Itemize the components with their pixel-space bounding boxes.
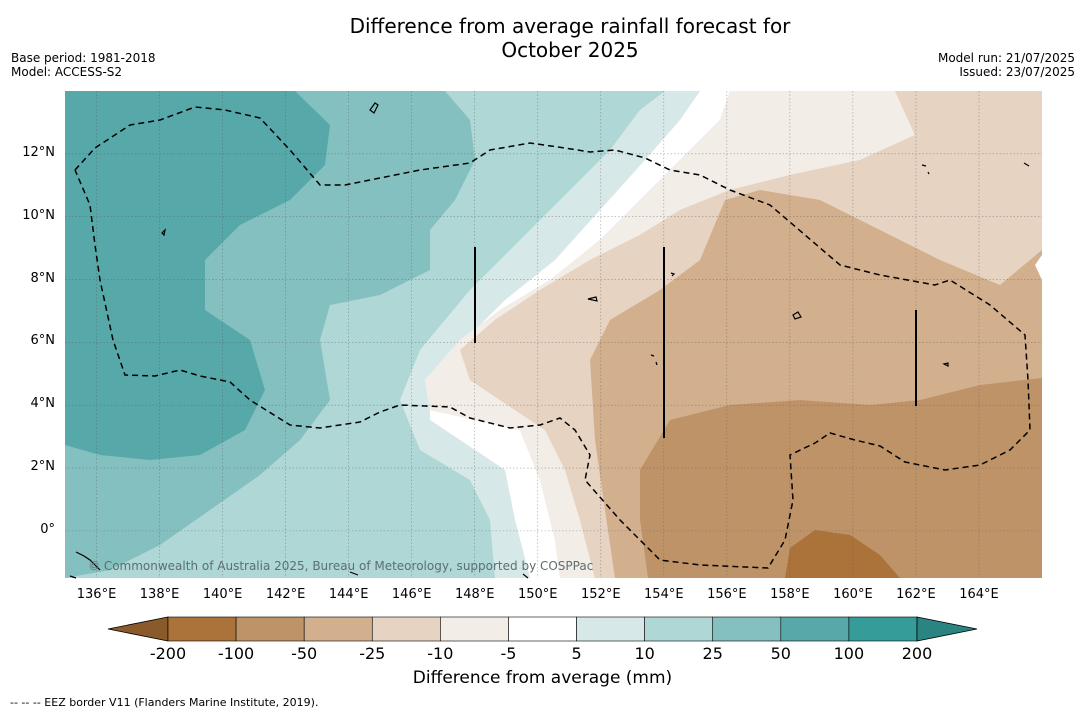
rainfall-contours [65, 91, 1042, 578]
colorbar [107, 616, 978, 642]
x-tick-label: 156°E [707, 587, 747, 602]
island-yap [369, 102, 379, 114]
map-title: Difference from average rainfall forecas… [270, 14, 870, 62]
colorbar-tick-label: 10 [634, 644, 655, 663]
x-tick-label: 148°E [454, 587, 495, 602]
contour-dry-5 [425, 91, 915, 578]
eez-border [74, 106, 1031, 569]
y-tick-label: 0° [40, 521, 55, 537]
x-tick-label: 136°E [76, 587, 117, 602]
colorbar-tick-label: -25 [359, 644, 386, 663]
colorbar-swatch [440, 616, 509, 642]
colorbar-swatch [508, 616, 577, 642]
colorbar-extend-high [916, 616, 978, 642]
island-small-3 [1023, 162, 1030, 167]
colorbar-swatch [371, 616, 441, 642]
x-tick-label: 146°E [391, 587, 432, 602]
island-chuuk [587, 296, 598, 302]
island-pohnpei [792, 311, 802, 320]
x-tick-label: 152°E [581, 587, 621, 602]
y-tick-label: 2°N [30, 459, 56, 475]
base-period: Base period: 1981-2018 [11, 51, 156, 65]
colorbar-tick-label: 25 [702, 644, 723, 663]
colorbar-tick-label: 50 [770, 644, 791, 663]
title-line-2: October 2025 [501, 38, 639, 62]
y-tick-label: 6°N [30, 333, 56, 349]
y-tick-label: 12°N [22, 144, 55, 160]
x-tick-label: 140°E [202, 587, 243, 602]
meta-right: Model run: 21/07/2025 Issued: 23/07/2025 [938, 51, 1075, 79]
colorbar-tick-label: 200 [901, 644, 933, 663]
x-tick-label: 160°E [833, 587, 873, 602]
colorbar-tick-label: -100 [217, 644, 255, 663]
model-name: Model: ACCESS-S2 [11, 65, 123, 79]
colorbar-swatch [644, 616, 714, 642]
island-small-1 [670, 272, 676, 277]
contour-wet-100 [65, 91, 330, 460]
x-tick-label: 164°E [959, 587, 999, 602]
x-tick-label: 150°E [517, 587, 558, 602]
y-tick-label: 8°N [30, 270, 56, 286]
x-tick-label: 162°E [896, 587, 936, 602]
colorbar-tick-label: -200 [149, 644, 187, 663]
colorbar-tick-label: 100 [833, 644, 865, 663]
colorbar-swatch [235, 616, 305, 642]
contour-dry-10-east [1035, 255, 1042, 280]
colorbar-title: Difference from average (mm) [412, 668, 673, 688]
island-kosrae [942, 362, 949, 367]
colorbar-swatch [848, 616, 918, 642]
x-tick-label: 142°E [265, 587, 306, 602]
colorbar-swatch [780, 616, 850, 642]
island-small-2 [921, 164, 930, 175]
colorbar-swatch [167, 616, 237, 642]
meridian-markers [474, 247, 917, 438]
island-ngulu [161, 228, 166, 237]
x-tick-label: 144°E [328, 587, 369, 602]
colorbar-extend-low [107, 616, 169, 642]
colorbar-tick-label: 5 [571, 644, 582, 663]
colorbar-tick-label: -50 [291, 644, 318, 663]
colorbar-tick-label: -10 [427, 644, 454, 663]
title-line-1: Difference from average rainfall forecas… [349, 14, 791, 38]
island-small-5 [349, 571, 529, 579]
colorbar-swatch [576, 616, 645, 642]
meta-left: Base period: 1981-2018 Model: ACCESS-S2 [11, 51, 156, 79]
issued-date: Issued: 23/07/2025 [959, 65, 1075, 79]
island-small-4 [650, 354, 658, 366]
x-tick-label: 154°E [644, 587, 684, 602]
contour-dry-200 [785, 530, 900, 578]
x-tick-label: 138°E [139, 587, 180, 602]
x-tick-label: 158°E [770, 587, 810, 602]
island-outlines [69, 102, 1030, 579]
contour-dry-100 [640, 378, 1042, 578]
colorbar-swatch [712, 616, 782, 642]
island-palau [69, 551, 101, 579]
map-gridlines [65, 91, 1042, 578]
colorbar-swatch [303, 616, 373, 642]
copyright-notice: © Commonwealth of Australia 2025, Bureau… [88, 559, 594, 573]
contour-white-5 [425, 91, 730, 578]
colorbar-tick-label: -5 [500, 644, 517, 663]
y-tick-label: 4°N [30, 396, 56, 412]
eez-footer-note: -- -- -- EEZ border V11 (Flanders Marine… [10, 696, 319, 709]
y-tick-label: 10°N [22, 207, 55, 223]
model-run: Model run: 21/07/2025 [937, 51, 1075, 65]
